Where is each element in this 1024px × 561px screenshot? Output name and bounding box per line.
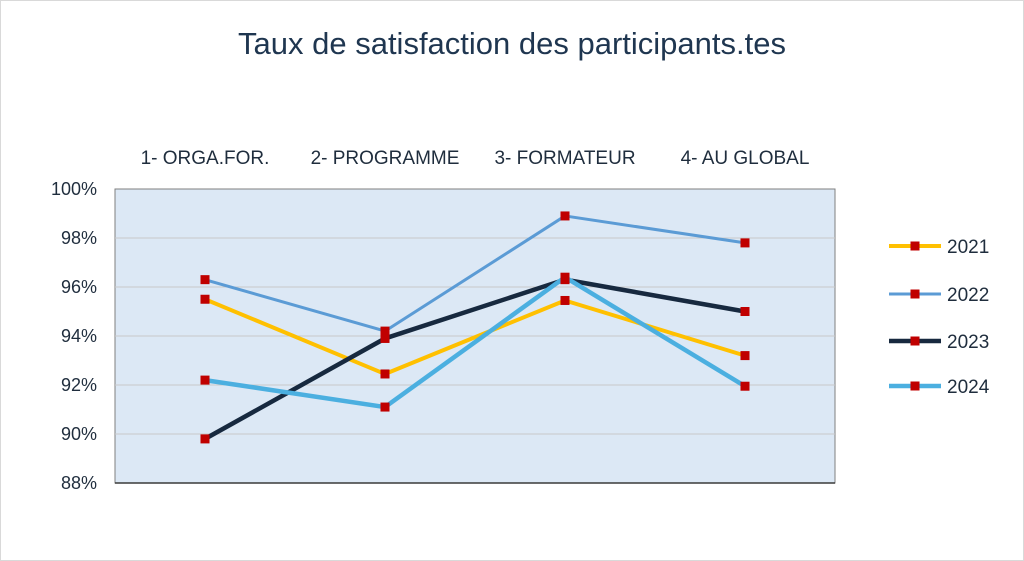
legend-label-2023: 2023 — [947, 332, 989, 353]
legend-marker-2023 — [910, 336, 920, 346]
data-point-2022 — [200, 275, 210, 285]
y-tick-label: 100% — [51, 179, 97, 199]
y-tick-label: 94% — [61, 326, 97, 346]
legend-marker-2022 — [910, 289, 920, 299]
data-point-2023 — [380, 333, 390, 343]
data-point-2024 — [380, 402, 390, 412]
y-tick-label: 96% — [61, 277, 97, 297]
series-line-2021 — [204, 297, 746, 376]
category-labels: 1- ORGA.FOR. 2- PROGRAMME 3- FORMATEUR 4- A… — [141, 148, 810, 169]
series-line-2023 — [203, 277, 746, 441]
data-point-2024 — [560, 272, 570, 282]
category-label: 2- PROGRAMME — [311, 148, 460, 169]
series-group — [200, 211, 750, 444]
data-point-2022 — [740, 238, 750, 248]
data-point-2021 — [380, 369, 390, 379]
data-point-2021 — [740, 351, 750, 361]
y-tick-label: 92% — [61, 375, 97, 395]
data-point-2024 — [200, 375, 210, 385]
y-tick-label: 98% — [61, 228, 97, 248]
legend-marker-2024 — [910, 381, 920, 391]
legend-label-2021: 2021 — [947, 237, 989, 258]
legend: 2021 2022 2023 2024 — [889, 237, 990, 398]
chart-title: Taux de satisfaction des participants.te… — [238, 26, 786, 61]
y-tick-label: 90% — [61, 424, 97, 444]
data-point-2022 — [380, 326, 390, 336]
series-line-2022 — [204, 214, 746, 333]
data-point-2021 — [560, 295, 570, 305]
category-label: 1- ORGA.FOR. — [141, 148, 270, 169]
y-axis-ticks: 88% 90% 92% 94% 96% 98% 100% — [51, 179, 97, 493]
series-line-2024 — [204, 274, 747, 410]
data-point-2021 — [200, 294, 210, 304]
data-point-2024 — [740, 381, 750, 391]
legend-label-2024: 2024 — [947, 377, 990, 398]
data-point-2023 — [200, 434, 210, 444]
y-tick-label: 88% — [61, 473, 97, 493]
data-point-2022 — [560, 211, 570, 221]
data-point-2023 — [740, 307, 750, 316]
legend-marker-2021 — [910, 241, 920, 251]
category-label: 4- AU GLOBAL — [681, 148, 810, 169]
category-label: 3- FORMATEUR — [494, 148, 635, 169]
legend-label-2022: 2022 — [947, 285, 989, 306]
